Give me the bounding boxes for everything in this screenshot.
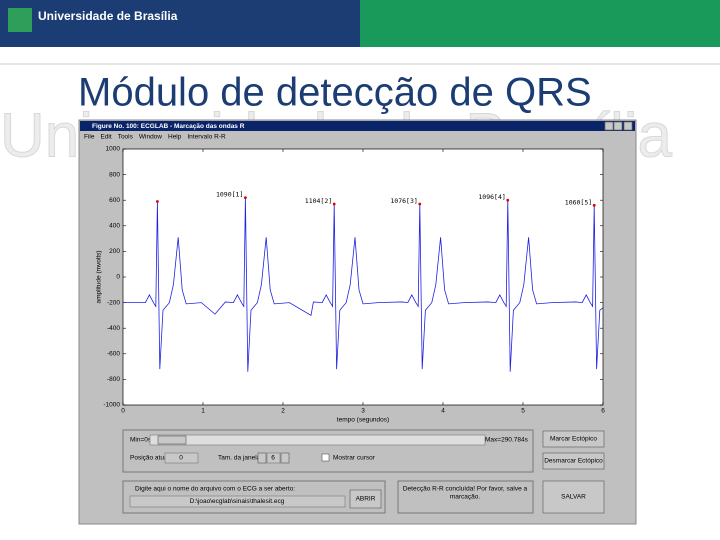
file-field[interactable] xyxy=(129,495,346,508)
r-peak-marker xyxy=(156,200,159,203)
r-peak-label: 1096[4] xyxy=(478,193,505,201)
x-tick-label: 2 xyxy=(281,408,285,415)
status-panel xyxy=(397,480,534,514)
x-tick-label: 3 xyxy=(361,408,365,415)
y-axis-label: amplitude (mvolts) xyxy=(96,250,103,303)
scroll-thumb[interactable] xyxy=(157,435,187,445)
increase-button[interactable] xyxy=(280,452,290,464)
x-tick-label: 0 xyxy=(121,408,125,415)
position-value: 0 xyxy=(179,455,183,462)
y-tick-label: 800 xyxy=(109,171,120,178)
r-peak-label: 1076[3] xyxy=(390,197,417,205)
minimize-button[interactable] xyxy=(604,121,614,131)
menu-item[interactable]: Help xyxy=(168,134,182,141)
menu-item[interactable]: Window xyxy=(139,134,162,141)
r-peak-marker xyxy=(592,203,596,207)
title-bar xyxy=(80,121,635,131)
r-peak-marker xyxy=(332,202,336,206)
x-tick-label: 6 xyxy=(601,408,605,415)
x-tick-label: 5 xyxy=(521,408,525,415)
y-tick-label: -800 xyxy=(107,376,120,383)
open-button-label: ABRIR xyxy=(356,496,376,503)
r-peak-label: 1060[5] xyxy=(565,198,592,206)
y-tick-label: -600 xyxy=(107,351,120,358)
save-button[interactable] xyxy=(542,480,605,514)
y-tick-label: 200 xyxy=(109,248,120,255)
menu-item[interactable]: File xyxy=(84,134,95,141)
x-axis-label: tempo (segundos) xyxy=(337,417,389,424)
status-line: Detecção R-R concluída! Por favor, salve… xyxy=(403,486,528,493)
min-label: Min=0s xyxy=(130,437,152,444)
y-tick-label: 1000 xyxy=(106,146,121,153)
y-tick-label: 600 xyxy=(109,197,120,204)
r-peak-label: 1090[1] xyxy=(216,191,243,199)
y-tick-label: -200 xyxy=(107,299,120,306)
r-peak-label: 1104[2] xyxy=(305,197,332,205)
menu-item[interactable]: Edit xyxy=(100,134,111,141)
ecg-line xyxy=(123,197,604,372)
file-prompt: Digite aqui o nome do arquivo com o ECG … xyxy=(135,486,295,493)
r-peak-marker xyxy=(244,196,247,200)
mark-button-label: Marcar Ectópico xyxy=(550,436,597,443)
decrease-button[interactable] xyxy=(257,452,267,464)
cursor-label: Mostrar cursor xyxy=(333,455,376,462)
close-button[interactable] xyxy=(623,121,633,131)
r-peak-marker xyxy=(506,198,510,202)
file-path: D:\joao\ecglab\sinais\thalesit.ecg xyxy=(190,498,285,505)
save-button-label: SALVAR xyxy=(561,494,586,501)
open-button[interactable] xyxy=(349,489,382,509)
window-size-label: Tam. da janela: xyxy=(218,455,262,462)
r-peak-marker xyxy=(418,202,422,206)
window-title: Figure No. 100: ECGLAB - Marcação das on… xyxy=(92,123,245,130)
y-tick-label: 400 xyxy=(109,223,120,230)
menu-item[interactable]: Tools xyxy=(118,134,134,141)
plot-area xyxy=(122,148,604,406)
window-size-field[interactable] xyxy=(266,452,281,464)
menu-item[interactable]: Intervalo R-R xyxy=(187,134,226,141)
y-tick-label: 0 xyxy=(116,274,120,281)
logo-text: Universidade de Brasília xyxy=(38,9,178,23)
scrollbar[interactable] xyxy=(149,434,486,446)
y-tick-label: -1000 xyxy=(103,402,120,409)
banner-blue xyxy=(0,0,360,47)
window-size-value: 6 xyxy=(271,455,275,462)
cursor-checkbox[interactable] xyxy=(321,453,330,462)
y-tick-label: -400 xyxy=(107,325,120,332)
slide-title: Módulo de detecção de QRS xyxy=(78,71,592,115)
max-label: Max=290.784s xyxy=(485,437,529,444)
banner-green xyxy=(360,0,720,47)
x-tick-label: 1 xyxy=(201,408,205,415)
logo xyxy=(8,8,32,32)
position-field[interactable] xyxy=(164,452,199,464)
maximize-button[interactable] xyxy=(613,121,623,131)
unmark-button[interactable] xyxy=(542,452,605,470)
status-line: marcação. xyxy=(450,494,481,501)
x-tick-label: 4 xyxy=(441,408,445,415)
mark-button[interactable] xyxy=(542,430,605,448)
position-label: Posição atual: xyxy=(130,455,171,462)
unmark-button-label: Desmarcar Ectópico xyxy=(544,458,603,465)
